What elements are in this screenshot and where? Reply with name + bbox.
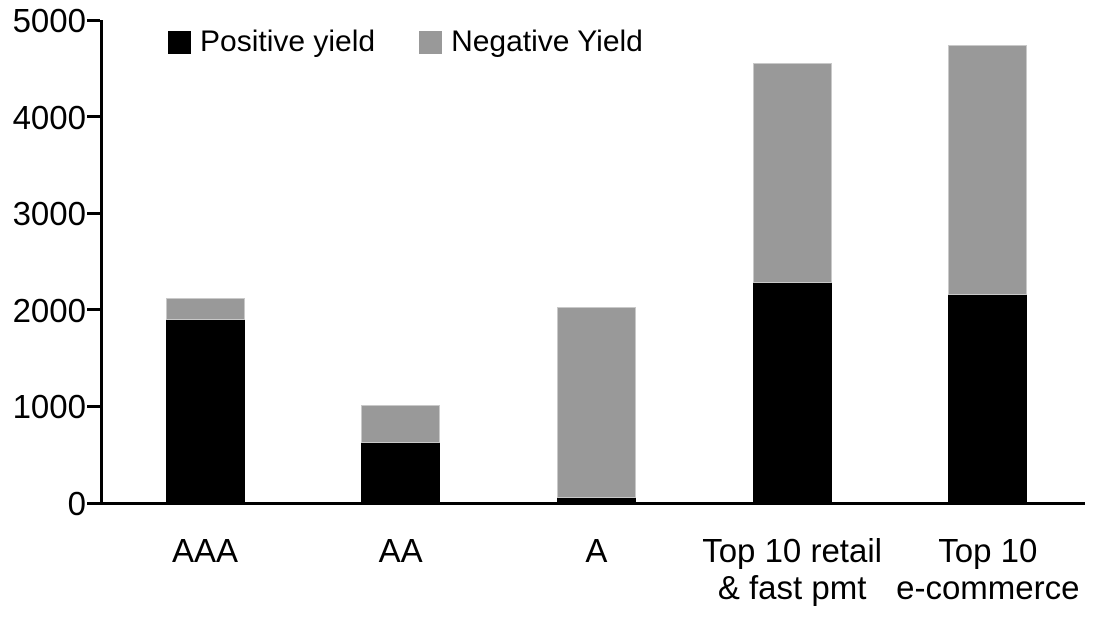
x-axis-label-line: A [585, 532, 608, 569]
y-axis-line [100, 20, 103, 505]
x-axis-label-line: Top 10 [938, 532, 1038, 569]
x-axis-line [100, 501, 1085, 505]
y-tick-label: 0 [67, 485, 86, 522]
bar-segment-negative-yield [752, 63, 832, 283]
legend-swatch-negative-icon [419, 30, 443, 54]
y-axis-tick [87, 18, 100, 22]
x-axis-label-line: AA [378, 532, 423, 569]
legend-label-negative: Negative Yield [451, 25, 643, 58]
y-axis-tick [87, 501, 100, 505]
legend-swatch-positive-icon [168, 30, 191, 54]
y-axis-tick [87, 115, 100, 119]
bar-segment-positive-yield [556, 498, 636, 503]
x-axis-label: AAA [95, 532, 315, 569]
bar-segment-positive-yield [752, 282, 832, 503]
bar-segment-positive-yield [165, 320, 245, 503]
x-axis-label: A [486, 532, 706, 569]
chart-legend: Positive yield Negative Yield [168, 27, 643, 57]
x-axis-label-line: Top 10 retail [702, 532, 882, 569]
y-tick-label: 1000 [12, 388, 86, 426]
bar-segment-negative-yield [361, 405, 441, 444]
bar-segment-negative-yield [556, 306, 636, 499]
x-axis-label-line: AAA [171, 532, 239, 569]
x-axis-label-line: e-commerce [896, 569, 1080, 606]
bar-segment-positive-yield [361, 443, 441, 503]
y-tick-label: 2000 [12, 291, 86, 329]
x-axis-label-line: & fast pmt [717, 569, 867, 606]
y-axis-tick [87, 404, 100, 408]
x-axis-label: Top 10 retail & fast pmt [682, 532, 902, 606]
y-axis-tick [87, 308, 100, 312]
bar-segment-negative-yield [165, 298, 245, 321]
bar-segment-negative-yield [948, 45, 1028, 296]
y-tick-label: 5000 [12, 2, 86, 39]
x-axis-label: Top 10 e-commerce [878, 532, 1098, 606]
legend-item-negative-yield: Negative Yield [419, 27, 643, 57]
legend-item-positive-yield: Positive yield [168, 27, 375, 57]
x-axis-label: AA [291, 532, 511, 569]
legend-label-positive: Positive yield [200, 25, 376, 58]
y-tick-label: 3000 [12, 195, 86, 233]
y-tick-label: 4000 [12, 98, 86, 136]
bar-segment-positive-yield [948, 295, 1028, 503]
y-axis-tick [87, 211, 100, 215]
